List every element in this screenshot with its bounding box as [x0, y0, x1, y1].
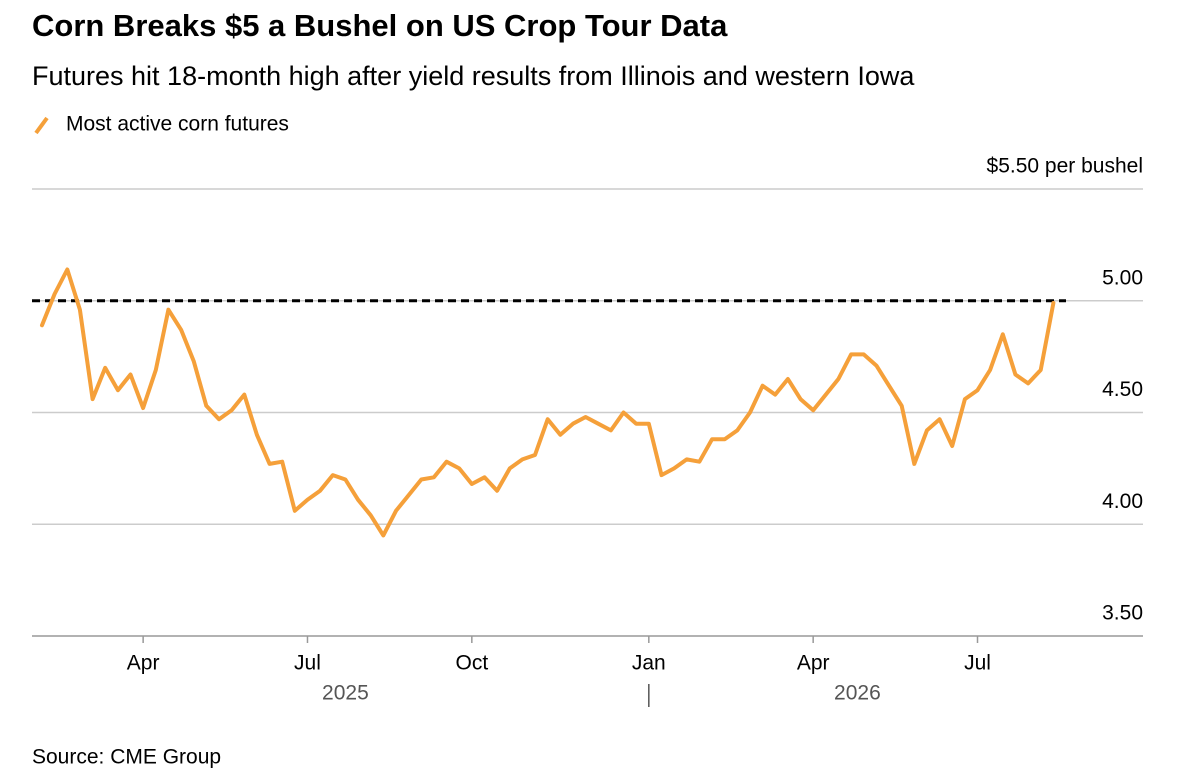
y-tick-label: 3.50: [1102, 602, 1143, 625]
y-tick-label: $5.50 per bushel: [987, 155, 1143, 178]
x-tick-label: Apr: [797, 652, 830, 675]
legend-icon: [34, 116, 49, 135]
x-tick-label: Jul: [964, 652, 991, 675]
data-line: [40, 267, 1056, 538]
x-tick-label: Jul: [294, 652, 321, 675]
year-label: 2026: [834, 682, 881, 705]
y-tick-label: 5.00: [1102, 266, 1143, 289]
legend-label: Most active corn futures: [66, 113, 289, 136]
year-label: 2025: [322, 682, 369, 705]
source: Source: CME Group: [32, 746, 221, 769]
x-tick-label: Oct: [455, 652, 488, 675]
y-tick-label: 4.00: [1102, 490, 1143, 513]
chart-subtitle: Futures hit 18-month high after yield re…: [32, 61, 915, 91]
x-tick-label: Jan: [632, 652, 666, 675]
y-tick-label: 4.50: [1102, 378, 1143, 401]
chart-title: Corn Breaks $5 a Bushel on US Crop Tour …: [32, 8, 728, 43]
x-tick-label: Apr: [127, 652, 160, 675]
